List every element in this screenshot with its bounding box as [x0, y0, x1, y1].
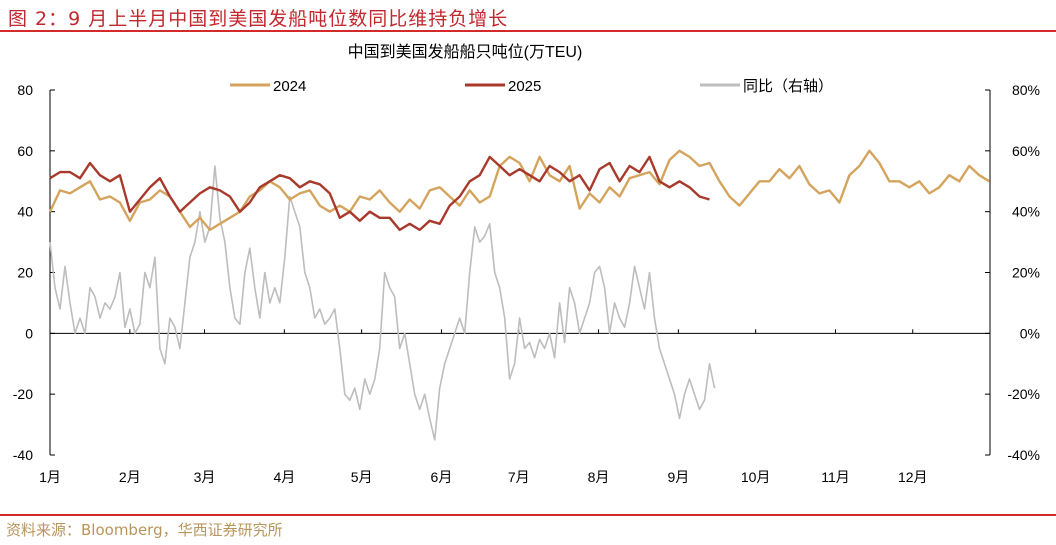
series-lines	[48, 149, 990, 441]
y-tick-label: 0	[25, 325, 33, 341]
legend-label: 2025	[508, 78, 541, 95]
y2-tick-label: 20%	[1012, 265, 1040, 281]
y-tick-label: 60	[17, 143, 33, 159]
series-line-2024	[48, 149, 990, 232]
source-note: 资料来源：Bloomberg，华西证券研究所	[6, 521, 283, 539]
y-tick-label: 40	[17, 204, 33, 220]
y2-tick-label: 60%	[1012, 143, 1040, 159]
x-tick-label: 12月	[898, 469, 928, 485]
x-tick-label: 3月	[194, 469, 216, 485]
x-tick-label: 4月	[273, 469, 295, 485]
x-tick-label: 5月	[351, 469, 373, 485]
x-tick-label: 10月	[741, 469, 771, 485]
y-tick-label: -40	[13, 447, 33, 463]
x-tick-label: 6月	[431, 469, 453, 485]
x-tick-label: 2月	[119, 469, 141, 485]
y-tick-label: -20	[13, 386, 33, 402]
chart-title: 中国到美国发船船只吨位(万TEU)	[348, 43, 583, 61]
figure-title: 图 2：9 月上半月中国到美国发船吨位数同比维持负增长	[8, 8, 509, 30]
y2-tick-label: -20%	[1007, 386, 1040, 402]
x-tick-label: 9月	[667, 469, 689, 485]
x-tick-label: 11月	[821, 469, 850, 485]
title-rule	[0, 30, 1056, 32]
y2-tick-label: 80%	[1012, 82, 1040, 98]
axes: 80 80% 60 60% 40 40% 20 20% 0 0% -20 -20% -40 -40% 1月 2…	[13, 82, 1040, 485]
series-line-	[49, 165, 716, 441]
footer-rule	[0, 514, 1056, 516]
series-line-2025	[49, 155, 710, 232]
y-tick-label: 20	[17, 265, 33, 281]
legend-label: 2024	[273, 78, 306, 95]
legend-label: 同比（右轴）	[743, 78, 833, 95]
x-tick-label: 7月	[508, 469, 530, 485]
y-tick-label: 80	[17, 82, 33, 98]
legend: 2024 2025 同比（右轴）	[230, 78, 833, 95]
x-tick-label: 1月	[39, 469, 61, 485]
y2-tick-label: 0%	[1020, 325, 1040, 341]
x-tick-label: 8月	[588, 469, 610, 485]
y2-tick-label: -40%	[1007, 447, 1040, 463]
y2-tick-label: 40%	[1012, 204, 1040, 220]
